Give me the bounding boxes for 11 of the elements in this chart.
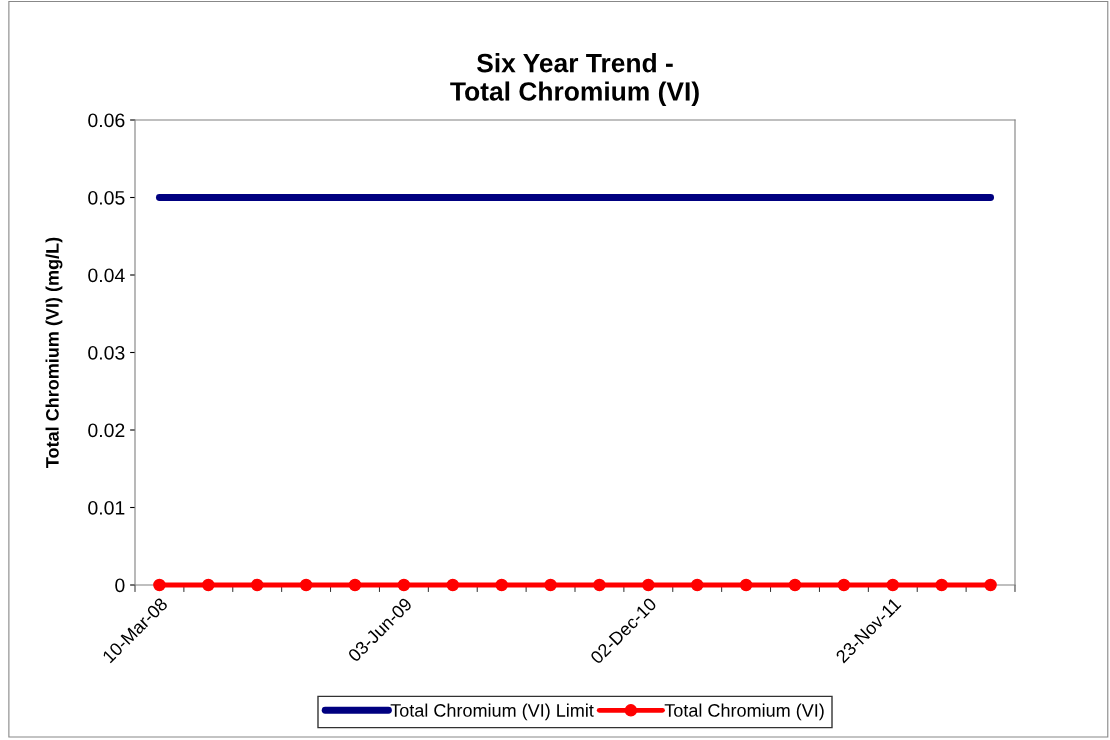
chart-title: Six Year Trend - Total Chromium (VI) (450, 53, 699, 107)
y-tick-label: 0.05 (88, 190, 125, 205)
y-tick-label: 0.04 (88, 268, 125, 283)
legend-label: Total Chromium (VI) Limit (390, 703, 594, 721)
legend-label: Total Chromium (VI) (664, 703, 824, 721)
y-tick-label: 0.03 (88, 345, 125, 360)
y-axis-title: Total Chromium (VI) (mg/L) (45, 237, 63, 468)
y-tick-label: 0.01 (88, 500, 125, 515)
y-tick-label: 0.06 (88, 113, 125, 128)
y-tick-label: 0.02 (88, 423, 125, 438)
y-tick-label: 0 (115, 578, 125, 593)
